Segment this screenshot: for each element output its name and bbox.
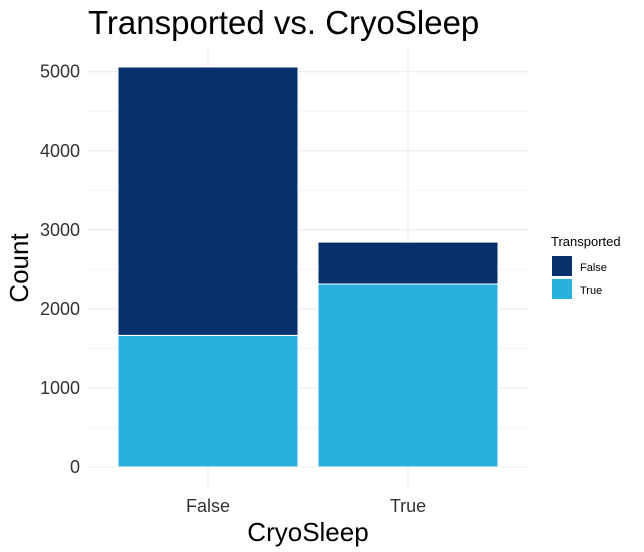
x-axis-title: CryoSleep bbox=[247, 517, 368, 547]
bar-segment-true-true bbox=[317, 283, 499, 468]
y-axis-title: Count bbox=[4, 233, 34, 303]
y-tick-label: 2000 bbox=[40, 299, 80, 319]
bar-segment-true-false bbox=[317, 241, 499, 285]
y-tick-label: 4000 bbox=[40, 141, 80, 161]
chart-title: Transported vs. CryoSleep bbox=[88, 4, 479, 41]
bar-segment-false-true bbox=[117, 334, 299, 468]
y-tick-label: 1000 bbox=[40, 378, 80, 398]
x-axis-ticks: False True bbox=[186, 496, 426, 516]
x-tick-label: False bbox=[186, 496, 230, 516]
y-tick-label: 0 bbox=[70, 457, 80, 477]
legend-swatch-false bbox=[552, 256, 572, 276]
legend-title: Transported bbox=[551, 234, 621, 249]
legend-swatch-true bbox=[552, 279, 572, 299]
legend-label-true: True bbox=[580, 285, 602, 297]
y-tick-label: 5000 bbox=[40, 62, 80, 82]
x-tick-label: True bbox=[390, 496, 426, 516]
bars bbox=[117, 66, 499, 468]
legend-entries: False True bbox=[552, 256, 607, 299]
y-tick-label: 3000 bbox=[40, 220, 80, 240]
y-axis-ticks: 0 1000 2000 3000 4000 5000 bbox=[40, 62, 80, 477]
bar-segment-false-false bbox=[117, 66, 299, 336]
legend: Transported False True bbox=[551, 234, 621, 299]
legend-label-false: False bbox=[580, 262, 607, 274]
